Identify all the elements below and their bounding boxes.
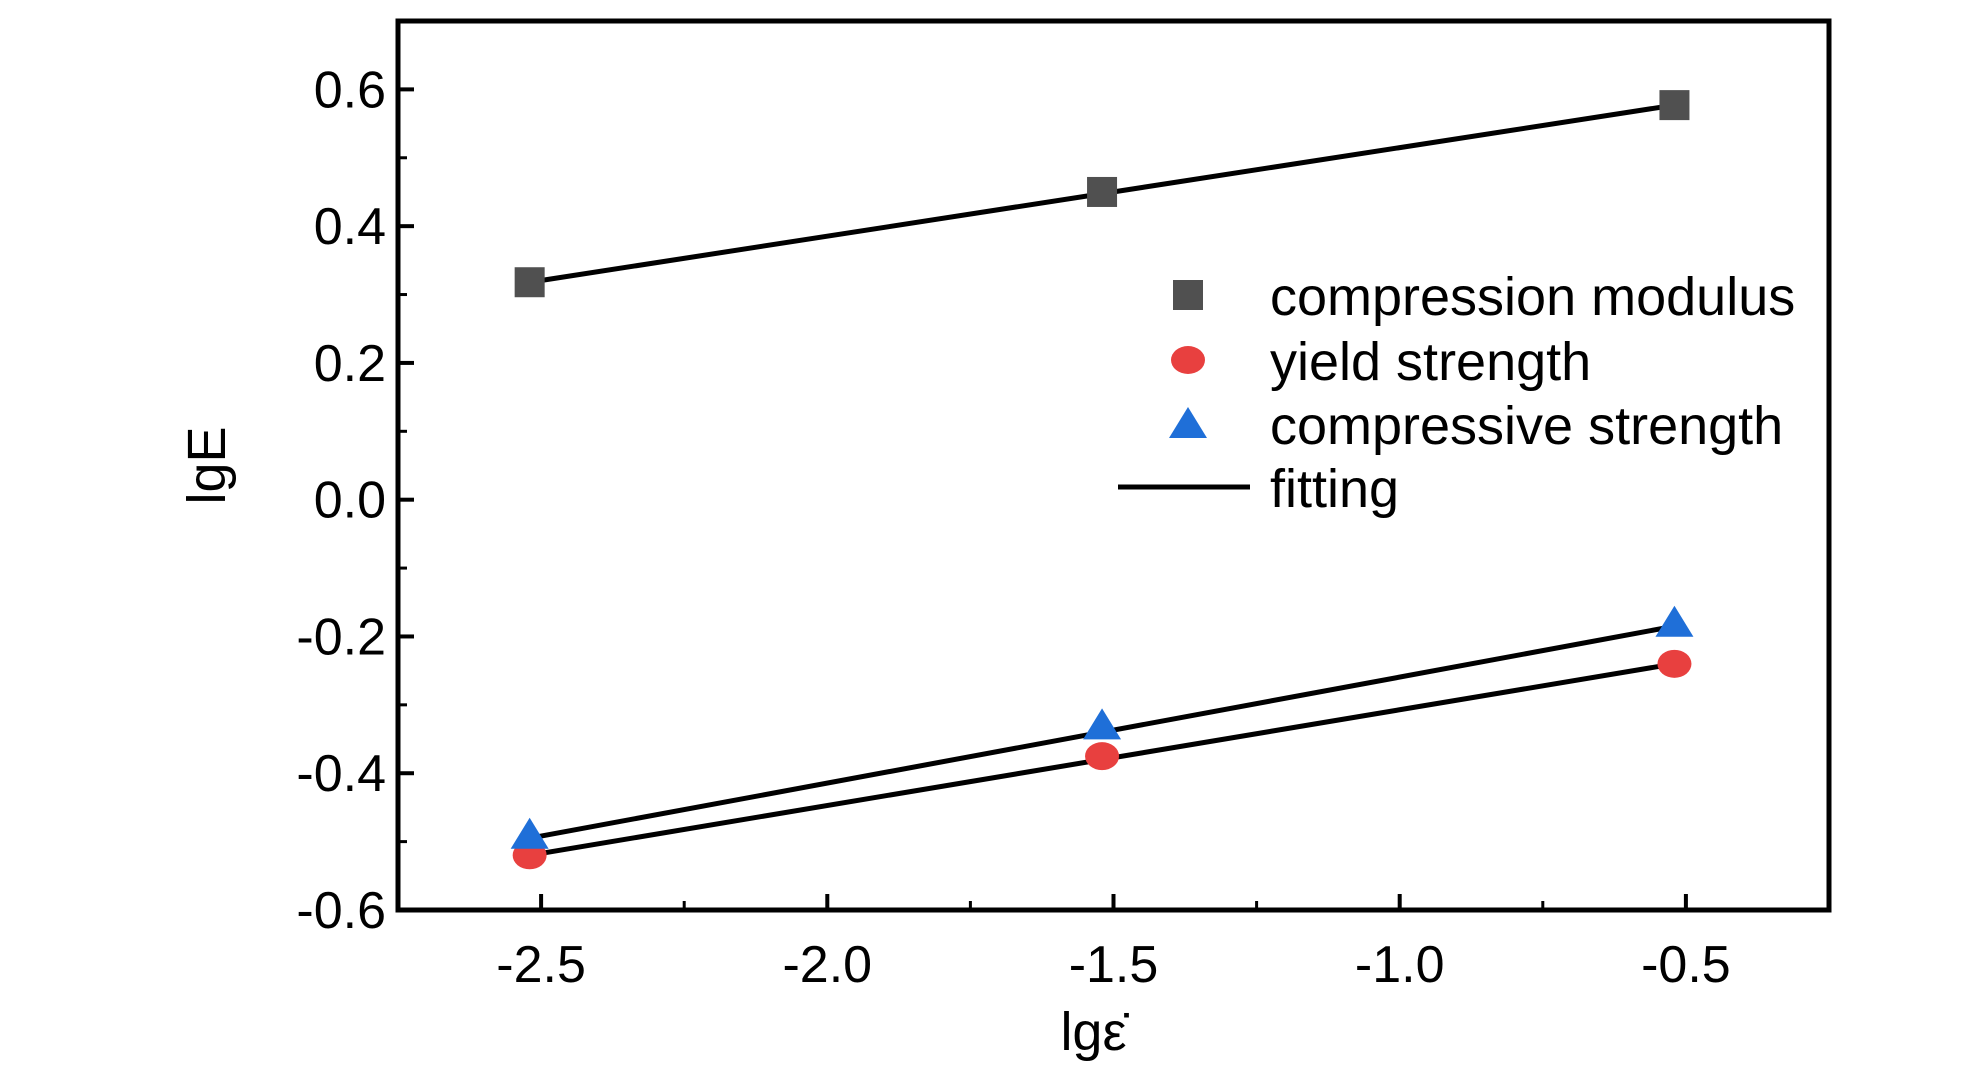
data-points-group	[510, 90, 1694, 870]
legend-label: compressive strength	[1270, 396, 1783, 456]
data-point	[1655, 605, 1694, 637]
legend-marker	[1171, 346, 1205, 374]
data-point	[514, 267, 545, 298]
x-tick-label: -1.0	[1355, 936, 1445, 994]
x-tick-label: -2.0	[782, 936, 872, 994]
data-point	[1085, 742, 1120, 771]
y-tick-label: -0.2	[296, 608, 386, 666]
data-point	[1083, 708, 1122, 740]
plot-frame	[395, 18, 1832, 913]
y-tick-label: 0.6	[314, 61, 386, 119]
x-tick-label: -0.5	[1641, 936, 1731, 994]
legend-label: fitting	[1270, 459, 1399, 519]
y-tick-label: 0.4	[314, 198, 386, 256]
axes-group: -2.5 -2.0 -1.5 -1.0 -0.5 -0.6 -0.4 -0.2 0.0 0.2 0.…	[177, 18, 1832, 1062]
x-axis-title: lgε̇	[1060, 1002, 1129, 1062]
x-tick-label: -2.5	[496, 936, 586, 994]
y-tick-label: 0.2	[314, 335, 386, 393]
y-tick-label: 0.0	[314, 472, 386, 530]
y-axis-title: lgE	[177, 426, 237, 504]
legend-marker	[1173, 280, 1203, 310]
data-point	[510, 817, 549, 849]
data-point	[1657, 649, 1692, 678]
legend-label: yield strength	[1270, 332, 1591, 392]
legend-label: compression modulus	[1270, 267, 1795, 327]
data-point	[1659, 90, 1690, 121]
data-point	[1087, 176, 1118, 207]
x-tick-label: -1.5	[1069, 936, 1159, 994]
y-tick-label: -0.6	[296, 882, 386, 940]
legend-marker	[1169, 407, 1207, 438]
y-tick-label: -0.4	[296, 745, 386, 803]
